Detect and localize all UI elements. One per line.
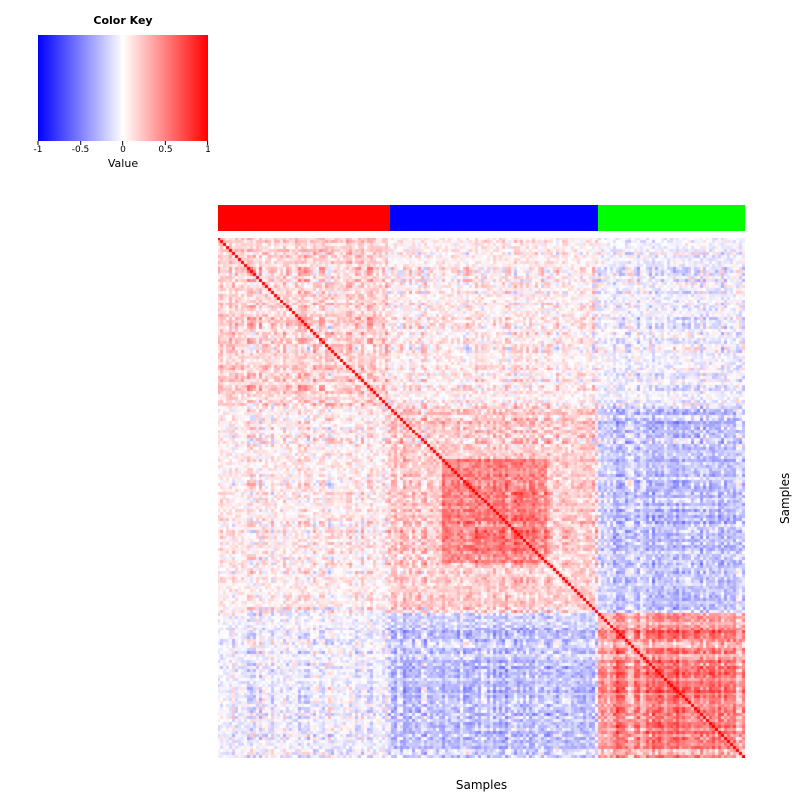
column-side-colors bbox=[218, 205, 745, 231]
tick-label: 0.5 bbox=[158, 145, 173, 155]
column-side-color-segment bbox=[218, 205, 390, 231]
tick-mark bbox=[207, 141, 209, 145]
color-key-tick: -0.5 bbox=[71, 141, 90, 156]
tick-label: 1 bbox=[205, 145, 211, 155]
tick-label: -0.5 bbox=[71, 145, 90, 155]
color-key-value-label: Value bbox=[107, 157, 139, 170]
color-key-tick: 1 bbox=[205, 141, 211, 156]
color-key-gradient bbox=[38, 35, 208, 141]
color-key-title: Color Key bbox=[93, 14, 153, 27]
correlation-heatmap-canvas bbox=[218, 238, 745, 758]
color-key-panel: Color Key -1 -0.5 0 0.5 1 bbox=[34, 14, 211, 170]
column-side-color-segment bbox=[389, 205, 598, 231]
tick-label: 0 bbox=[120, 145, 126, 155]
color-key-tick: 0 bbox=[120, 141, 126, 156]
color-key-tick: 0.5 bbox=[158, 141, 173, 156]
column-side-color-segment bbox=[597, 205, 745, 231]
color-key-tick: -1 bbox=[33, 141, 43, 156]
tick-label: -1 bbox=[33, 145, 43, 155]
y-axis-label: Samples bbox=[778, 472, 792, 524]
tick-mark bbox=[164, 141, 166, 145]
color-key-axis: -1 -0.5 0 0.5 1 bbox=[34, 141, 211, 159]
tick-mark bbox=[80, 141, 81, 145]
x-axis-label: Samples bbox=[455, 778, 508, 792]
tick-mark bbox=[122, 141, 124, 145]
tick-mark bbox=[37, 141, 39, 145]
